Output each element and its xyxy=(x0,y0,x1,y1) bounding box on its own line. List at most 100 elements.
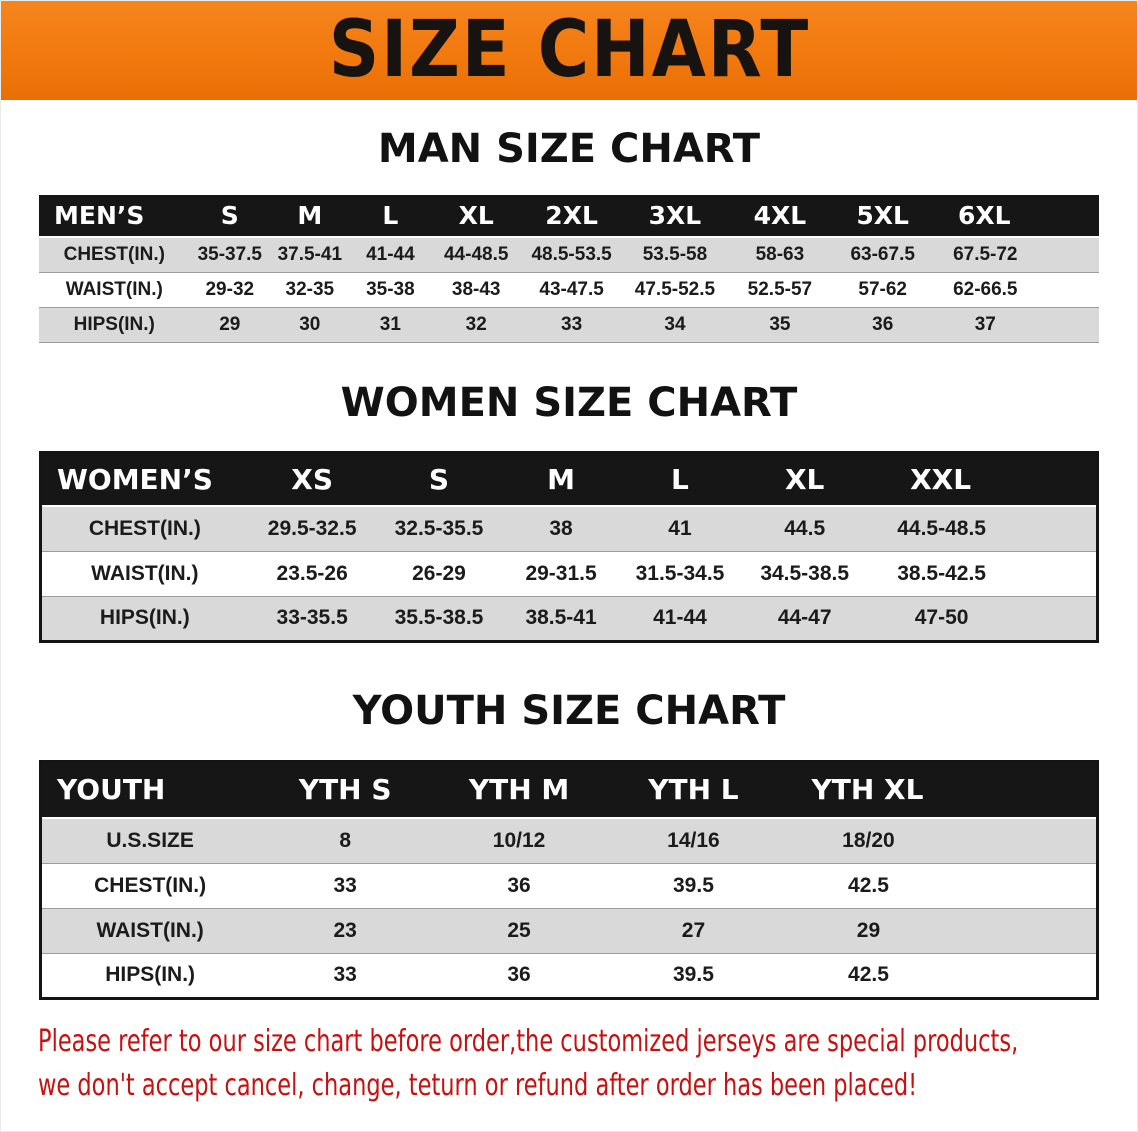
size-value-cell: 52.5-57 xyxy=(727,271,832,307)
measurement-row: CHEST(IN.) 33 36 39.5 42.5 xyxy=(40,862,1098,908)
size-column-header: L xyxy=(620,452,740,507)
size-value-cell: 36 xyxy=(831,306,934,342)
size-column-header: YTH M xyxy=(432,761,606,819)
size-column-header: XS xyxy=(247,452,377,507)
size-value-cell: 31.5-34.5 xyxy=(620,550,740,596)
measurement-row: CHEST(IN.) 29.5-32.5 32.5-35.5 38 41 44.5 44.5… xyxy=(40,506,1098,551)
women-size-table: WOMEN’S XS S M L XL XXL CHEST(IN.) 29.5-32.5 32.5… xyxy=(39,450,1099,643)
size-value-cell: 29.5-32.5 xyxy=(247,506,377,551)
size-column-header: 2XL xyxy=(521,195,622,238)
men-size-section: MAN SIZE CHART MEN’S S M L XL 2XL 3XL 4XL 5XL 6XL… xyxy=(0,127,1138,343)
size-value-cell: 38-43 xyxy=(431,271,522,307)
size-column-header: XXL xyxy=(870,452,1098,507)
size-value-cell: 35-37.5 xyxy=(189,237,271,272)
footer-note: Please refer to our size chart before or… xyxy=(0,1020,1138,1108)
size-value-cell: 36 xyxy=(432,952,606,998)
row-label-cell: CHEST(IN.) xyxy=(40,862,259,908)
size-column-header: YTH L xyxy=(605,761,781,819)
size-column-header: 5XL xyxy=(831,195,934,238)
size-value-cell: 35 xyxy=(727,306,832,342)
women-section-heading: WOMEN SIZE CHART xyxy=(340,379,798,426)
size-value-cell: 38.5-41 xyxy=(501,595,621,641)
size-value-cell: 39.5 xyxy=(605,862,781,908)
size-value-cell: 33-35.5 xyxy=(247,595,377,641)
row-label-cell: WAIST(IN.) xyxy=(40,907,259,953)
measurement-row: WAIST(IN.) 23.5-26 26-29 29-31.5 31.5-34.5 34… xyxy=(40,550,1098,596)
size-column-header: YTH XL xyxy=(780,761,1098,819)
size-value-cell: 25 xyxy=(432,907,606,953)
size-column-header: 4XL xyxy=(727,195,832,238)
size-column-header: S xyxy=(376,452,502,507)
size-value-cell: 31 xyxy=(349,306,432,342)
size-value-cell: 47-50 xyxy=(870,595,1098,641)
size-column-header: M xyxy=(270,195,350,238)
size-value-cell: 29-32 xyxy=(189,271,271,307)
women-size-section: WOMEN SIZE CHART WOMEN’S XS S M L XL XXL CHEST(… xyxy=(0,381,1138,643)
table-title-cell: WOMEN’S xyxy=(40,452,248,507)
footer-line-1: Please refer to our size chart before or… xyxy=(38,1023,1019,1059)
men-size-table: MEN’S S M L XL 2XL 3XL 4XL 5XL 6XL CHEST(IN.) 35-37… xyxy=(39,195,1099,343)
measurement-row: CHEST(IN.) 35-37.5 37.5-41 41-44 44-48.5 48.5… xyxy=(39,237,1099,272)
size-value-cell: 37 xyxy=(933,306,1099,342)
youth-size-table: YOUTH YTH S YTH M YTH L YTH XL U.S.SIZE 8 10/12… xyxy=(39,759,1099,1000)
size-value-cell: 34 xyxy=(621,306,728,342)
size-value-cell: 18/20 xyxy=(780,818,1098,863)
row-label-cell: CHEST(IN.) xyxy=(39,237,190,272)
size-value-cell: 63-67.5 xyxy=(831,237,934,272)
size-value-cell: 27 xyxy=(605,907,781,953)
size-column-header: XL xyxy=(739,452,871,507)
size-value-cell: 37.5-41 xyxy=(270,237,350,272)
row-label-cell: WAIST(IN.) xyxy=(40,550,248,596)
size-value-cell: 42.5 xyxy=(780,862,1098,908)
size-value-cell: 33 xyxy=(521,306,622,342)
youth-section-heading: YOUTH SIZE CHART xyxy=(352,687,786,734)
size-value-cell: 41 xyxy=(620,506,740,551)
size-column-header: S xyxy=(189,195,271,238)
measurement-row: HIPS(IN.) 33 36 39.5 42.5 xyxy=(40,952,1098,998)
size-column-header: 3XL xyxy=(621,195,728,238)
youth-size-section: YOUTH SIZE CHART YOUTH YTH S YTH M YTH L YTH… xyxy=(0,689,1138,1000)
size-column-header: L xyxy=(349,195,432,238)
size-value-cell: 33 xyxy=(258,952,433,998)
size-value-cell: 44.5-48.5 xyxy=(870,506,1098,551)
header-row: MEN’S S M L XL 2XL 3XL 4XL 5XL 6XL xyxy=(39,195,1099,238)
size-value-cell: 44-48.5 xyxy=(431,237,522,272)
page-title: SIZE CHART xyxy=(328,5,810,95)
table-title-cell: MEN’S xyxy=(39,195,190,238)
size-value-cell: 41-44 xyxy=(349,237,432,272)
measurement-row: HIPS(IN.) 29 30 31 32 33 34 35 36 37 xyxy=(39,306,1099,342)
row-label-cell: U.S.SIZE xyxy=(40,818,259,863)
size-value-cell: 38 xyxy=(501,506,621,551)
size-value-cell: 29 xyxy=(189,306,271,342)
header-row: WOMEN’S XS S M L XL XXL xyxy=(40,452,1098,507)
size-value-cell: 38.5-42.5 xyxy=(870,550,1098,596)
row-label-cell: HIPS(IN.) xyxy=(40,595,248,641)
size-value-cell: 53.5-58 xyxy=(621,237,728,272)
header-row: YOUTH YTH S YTH M YTH L YTH XL xyxy=(40,761,1098,819)
size-value-cell: 35.5-38.5 xyxy=(376,595,502,641)
size-value-cell: 32-35 xyxy=(270,271,350,307)
measurement-row: U.S.SIZE 8 10/12 14/16 18/20 xyxy=(40,818,1098,863)
footer-line-2: we don't accept cancel, change, teturn o… xyxy=(38,1067,918,1103)
size-column-header: XL xyxy=(431,195,522,238)
size-value-cell: 32 xyxy=(431,306,522,342)
size-value-cell: 32.5-35.5 xyxy=(376,506,502,551)
size-value-cell: 34.5-38.5 xyxy=(739,550,871,596)
measurement-row: HIPS(IN.) 33-35.5 35.5-38.5 38.5-41 41-44 44-… xyxy=(40,595,1098,641)
row-label-cell: WAIST(IN.) xyxy=(39,271,190,307)
size-value-cell: 29 xyxy=(780,907,1098,953)
size-value-cell: 36 xyxy=(432,862,606,908)
measurement-row: WAIST(IN.) 23 25 27 29 xyxy=(40,907,1098,953)
size-value-cell: 8 xyxy=(258,818,433,863)
size-value-cell: 10/12 xyxy=(432,818,606,863)
size-value-cell: 42.5 xyxy=(780,952,1098,998)
size-value-cell: 43-47.5 xyxy=(521,271,622,307)
size-value-cell: 39.5 xyxy=(605,952,781,998)
size-value-cell: 47.5-52.5 xyxy=(621,271,728,307)
size-value-cell: 58-63 xyxy=(727,237,832,272)
table-title-cell: YOUTH xyxy=(40,761,259,819)
size-value-cell: 14/16 xyxy=(605,818,781,863)
size-value-cell: 67.5-72 xyxy=(933,237,1099,272)
size-value-cell: 48.5-53.5 xyxy=(521,237,622,272)
